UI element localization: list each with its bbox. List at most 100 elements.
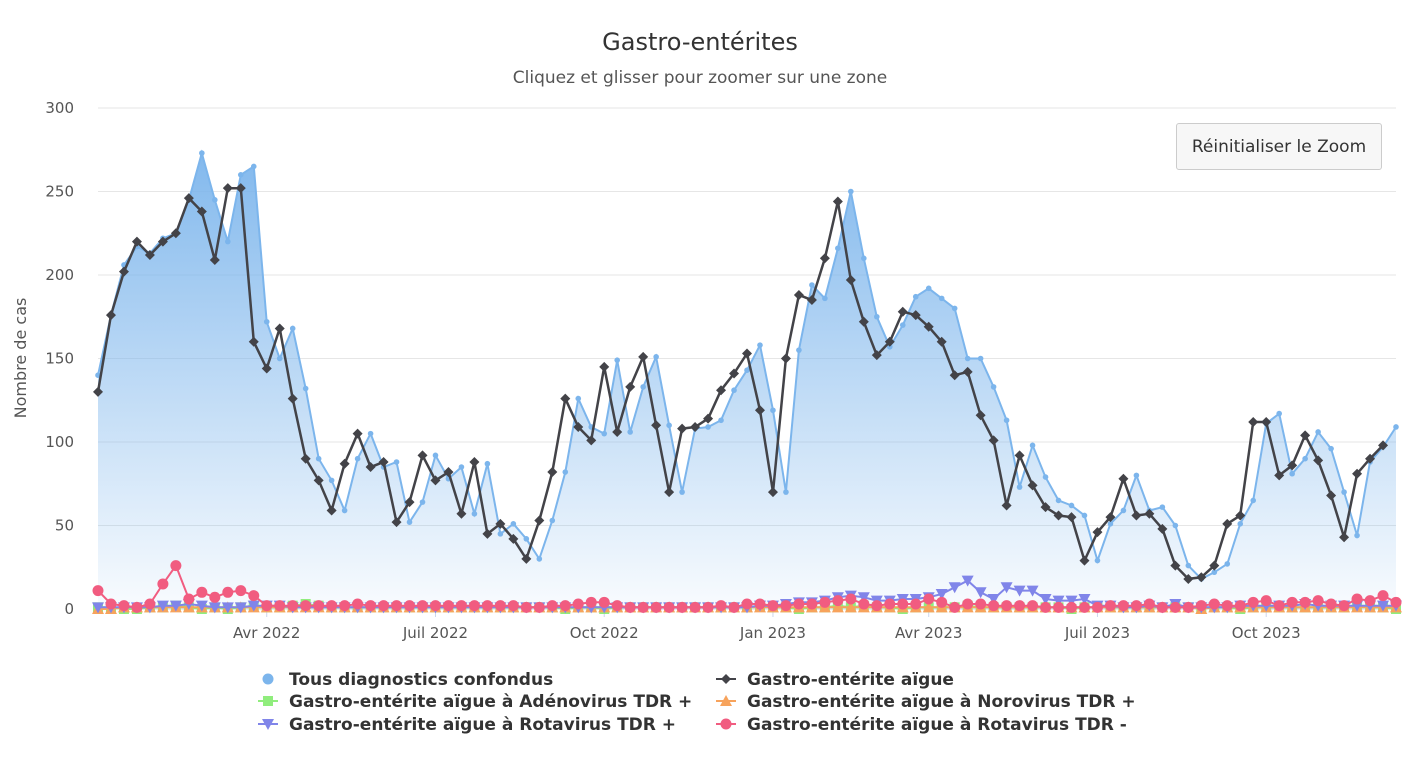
data-point[interactable] <box>559 600 571 612</box>
data-point[interactable] <box>1029 442 1036 449</box>
data-point[interactable] <box>328 477 335 484</box>
data-point[interactable] <box>1027 600 1039 612</box>
data-point[interactable] <box>936 336 947 347</box>
data-point[interactable] <box>1211 569 1218 576</box>
data-point[interactable] <box>170 560 182 572</box>
data-point[interactable] <box>690 421 701 432</box>
data-point[interactable] <box>1339 532 1350 543</box>
data-point[interactable] <box>796 347 802 353</box>
data-point[interactable] <box>601 430 608 437</box>
data-point[interactable] <box>144 249 155 260</box>
data-point[interactable] <box>1326 490 1337 501</box>
data-point[interactable] <box>975 598 987 610</box>
data-point[interactable] <box>848 188 854 195</box>
data-point[interactable] <box>718 417 724 424</box>
data-point[interactable] <box>949 370 960 381</box>
data-point[interactable] <box>912 293 919 300</box>
data-point[interactable] <box>536 556 543 562</box>
data-point[interactable] <box>1261 416 1272 427</box>
data-point[interactable] <box>780 353 791 364</box>
data-point[interactable] <box>92 602 104 614</box>
data-point[interactable] <box>1159 504 1166 510</box>
data-point[interactable] <box>521 553 532 564</box>
data-point[interactable] <box>234 602 247 614</box>
series-1[interactable] <box>93 183 1389 584</box>
data-point[interactable] <box>1274 470 1285 481</box>
data-point[interactable] <box>1013 585 1026 597</box>
data-point[interactable] <box>1377 590 1389 602</box>
data-point[interactable] <box>393 459 400 465</box>
data-point[interactable] <box>783 489 789 495</box>
data-point[interactable] <box>949 601 961 613</box>
data-point[interactable] <box>183 193 194 204</box>
data-point[interactable] <box>1235 510 1246 521</box>
data-point[interactable] <box>235 585 247 597</box>
data-point[interactable] <box>819 253 830 264</box>
data-point[interactable] <box>212 197 218 203</box>
data-point[interactable] <box>1221 600 1233 612</box>
data-point[interactable] <box>313 475 324 486</box>
data-point[interactable] <box>1237 521 1244 527</box>
data-point[interactable] <box>404 600 416 612</box>
data-point[interactable] <box>689 601 701 613</box>
data-point[interactable] <box>562 469 569 475</box>
data-point[interactable] <box>274 323 285 334</box>
data-point[interactable] <box>468 600 480 612</box>
data-point[interactable] <box>573 421 584 432</box>
data-point[interactable] <box>974 587 987 599</box>
data-point[interactable] <box>378 600 390 612</box>
data-point[interactable] <box>378 457 389 468</box>
data-point[interactable] <box>248 336 259 347</box>
legend-symbol[interactable] <box>262 673 274 685</box>
data-point[interactable] <box>923 321 934 332</box>
data-point[interactable] <box>326 505 337 516</box>
data-point[interactable] <box>962 598 974 610</box>
data-point[interactable] <box>196 206 207 217</box>
data-point[interactable] <box>560 393 571 404</box>
data-point[interactable] <box>819 596 831 608</box>
data-point[interactable] <box>897 306 908 317</box>
reset-zoom-button[interactable]: Réinitialiser le Zoom <box>1176 123 1382 170</box>
data-point[interactable] <box>195 600 208 612</box>
data-point[interactable] <box>899 322 906 328</box>
data-point[interactable] <box>832 595 844 607</box>
data-point[interactable] <box>274 600 286 612</box>
data-point[interactable] <box>1170 560 1181 571</box>
data-point[interactable] <box>625 381 636 392</box>
data-point[interactable] <box>1315 429 1321 435</box>
plot-area[interactable] <box>92 149 1402 614</box>
data-point[interactable] <box>858 598 870 610</box>
data-point[interactable] <box>209 591 221 603</box>
data-point[interactable] <box>443 467 454 478</box>
data-point[interactable] <box>170 228 181 239</box>
data-point[interactable] <box>1014 450 1025 461</box>
data-point[interactable] <box>832 196 843 207</box>
data-point[interactable] <box>1156 601 1168 613</box>
data-point[interactable] <box>770 407 776 414</box>
data-point[interactable] <box>1001 600 1013 612</box>
data-point[interactable] <box>1133 472 1140 479</box>
data-point[interactable] <box>961 575 974 587</box>
data-point[interactable] <box>208 602 221 614</box>
data-point[interactable] <box>222 183 233 194</box>
data-point[interactable] <box>897 598 909 610</box>
legend-symbol[interactable] <box>720 718 732 730</box>
data-point[interactable] <box>910 598 922 610</box>
data-point[interactable] <box>1066 512 1077 523</box>
data-point[interactable] <box>1040 601 1052 613</box>
data-point[interactable] <box>910 310 921 321</box>
data-point[interactable] <box>599 361 610 372</box>
data-point[interactable] <box>1286 596 1298 608</box>
data-point[interactable] <box>261 600 273 612</box>
data-point[interactable] <box>247 600 260 612</box>
data-point[interactable] <box>1338 600 1350 612</box>
data-point[interactable] <box>455 600 467 612</box>
data-point[interactable] <box>406 519 413 525</box>
legend-symbol[interactable] <box>720 695 732 706</box>
data-point[interactable] <box>495 518 506 529</box>
data-point[interactable] <box>352 428 363 439</box>
data-point[interactable] <box>289 325 296 332</box>
data-point[interactable] <box>676 601 688 613</box>
data-point[interactable] <box>222 586 234 598</box>
data-point[interactable] <box>183 593 195 605</box>
